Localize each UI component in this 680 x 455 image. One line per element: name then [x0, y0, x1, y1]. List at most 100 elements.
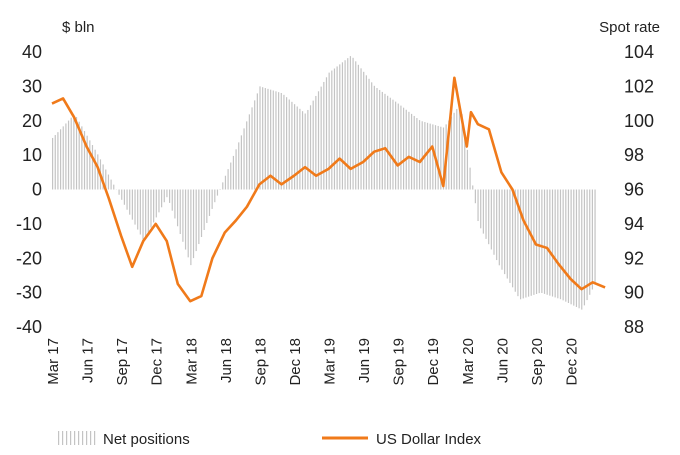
net-position-bar	[583, 189, 586, 306]
net-position-bar	[174, 189, 176, 219]
net-position-bar	[65, 123, 67, 190]
net-position-bar	[102, 164, 104, 190]
net-position-bar	[224, 175, 227, 190]
net-position-bar	[126, 189, 128, 210]
net-position-bar	[176, 189, 179, 227]
net-position-bar	[352, 57, 354, 190]
x-tick-label: Jun 20	[494, 338, 511, 383]
net-position-bar	[570, 189, 572, 305]
net-position-bar	[129, 189, 131, 215]
net-position-bar	[432, 124, 434, 190]
net-position-bar	[567, 189, 570, 303]
net-position-bar	[288, 99, 290, 190]
x-tick-label: Sep 20	[529, 338, 546, 386]
net-position-bar	[121, 189, 123, 200]
net-position-bar	[86, 135, 88, 190]
net-position-bar	[395, 101, 397, 190]
net-position-bar	[251, 107, 253, 190]
net-position-bar	[512, 189, 514, 288]
net-position-bar	[461, 114, 463, 190]
net-position-bar	[243, 128, 245, 190]
net-position-bar	[304, 113, 306, 190]
net-position-bar	[52, 137, 54, 190]
net-position-bar	[246, 121, 248, 190]
net-position-bar	[418, 120, 421, 190]
net-position-bar	[195, 189, 197, 252]
net-position-bar	[400, 105, 402, 190]
net-position-bar	[381, 91, 383, 190]
net-position-bar	[410, 113, 413, 190]
net-position-bar	[589, 189, 591, 295]
net-position-bar	[291, 101, 293, 190]
net-position-bar	[325, 77, 328, 190]
net-position-bar	[562, 189, 564, 301]
right-tick-label: 90	[624, 283, 644, 303]
left-tick-label: -20	[16, 248, 42, 268]
left-tick-label: 20	[22, 111, 42, 131]
net-position-bar	[211, 189, 213, 209]
net-position-bar	[421, 121, 423, 190]
net-position-bar	[453, 112, 455, 190]
net-position-bar	[57, 132, 59, 190]
net-position-bar	[280, 92, 282, 190]
net-position-bar	[384, 93, 386, 190]
net-position-bar	[264, 88, 266, 190]
net-position-bar	[110, 179, 112, 190]
dollar-index-line-layer	[51, 76, 606, 303]
net-position-bar	[147, 189, 149, 233]
net-position-bar	[504, 189, 506, 275]
right-axis-ticks: 104 102 100 98 96 94 92 90 88	[624, 42, 654, 337]
net-position-bar	[440, 126, 442, 190]
net-position-bar	[158, 189, 160, 213]
net-position-bar	[456, 108, 458, 190]
x-axis-ticks: Mar 17 Jun 17 Sep 17 Dec 17 Mar 18 Jun 18 Sep …	[45, 338, 581, 386]
left-tick-label: -40	[16, 317, 42, 337]
net-position-bar	[530, 189, 532, 296]
net-position-bar	[339, 64, 341, 190]
net-position-bar	[179, 189, 181, 235]
x-tick-label: Dec 17	[149, 338, 166, 386]
net-position-bar	[474, 189, 476, 204]
net-position-bar	[91, 145, 94, 190]
x-tick-label: Mar 20	[460, 338, 477, 385]
net-position-bar	[429, 123, 431, 190]
net-position-bar	[219, 188, 221, 190]
net-position-bar	[309, 105, 312, 190]
net-position-bar	[405, 109, 407, 190]
net-position-bar	[150, 189, 152, 228]
us-dollar-index-line	[51, 76, 606, 303]
legend-dollar-index-label: US Dollar Index	[376, 431, 482, 448]
net-position-bar	[97, 154, 99, 190]
net-position-bar	[501, 189, 503, 270]
net-position-bar	[54, 135, 56, 190]
net-position-bar	[94, 149, 96, 190]
net-position-bar	[323, 81, 325, 190]
net-position-bar	[259, 86, 261, 190]
right-tick-label: 94	[624, 214, 644, 234]
net-position-bar	[145, 189, 147, 238]
net-position-bar	[408, 111, 410, 190]
net-position-bar	[373, 85, 375, 190]
net-position-bar	[216, 189, 219, 196]
net-position-bar	[307, 109, 309, 190]
net-position-bar	[519, 189, 522, 300]
net-position-bar	[166, 189, 168, 198]
net-position-bar	[320, 86, 322, 190]
net-position-bar	[131, 189, 133, 220]
right-tick-label: 100	[624, 111, 654, 131]
x-tick-label: Sep 17	[114, 338, 131, 386]
net-position-bar	[275, 91, 277, 190]
net-position-bar	[482, 189, 484, 234]
net-position-bar	[535, 189, 538, 294]
net-position-bar	[70, 117, 72, 190]
net-position-bar	[105, 169, 107, 190]
net-position-bar	[557, 189, 559, 299]
legend-net-positions-label: Net positions	[103, 431, 190, 448]
net-position-bar	[235, 149, 237, 190]
net-position-bar	[490, 189, 492, 250]
net-position-bar	[469, 167, 471, 190]
net-position-bar	[554, 189, 556, 298]
right-tick-label: 102	[624, 76, 654, 96]
net-position-bar	[365, 75, 367, 190]
